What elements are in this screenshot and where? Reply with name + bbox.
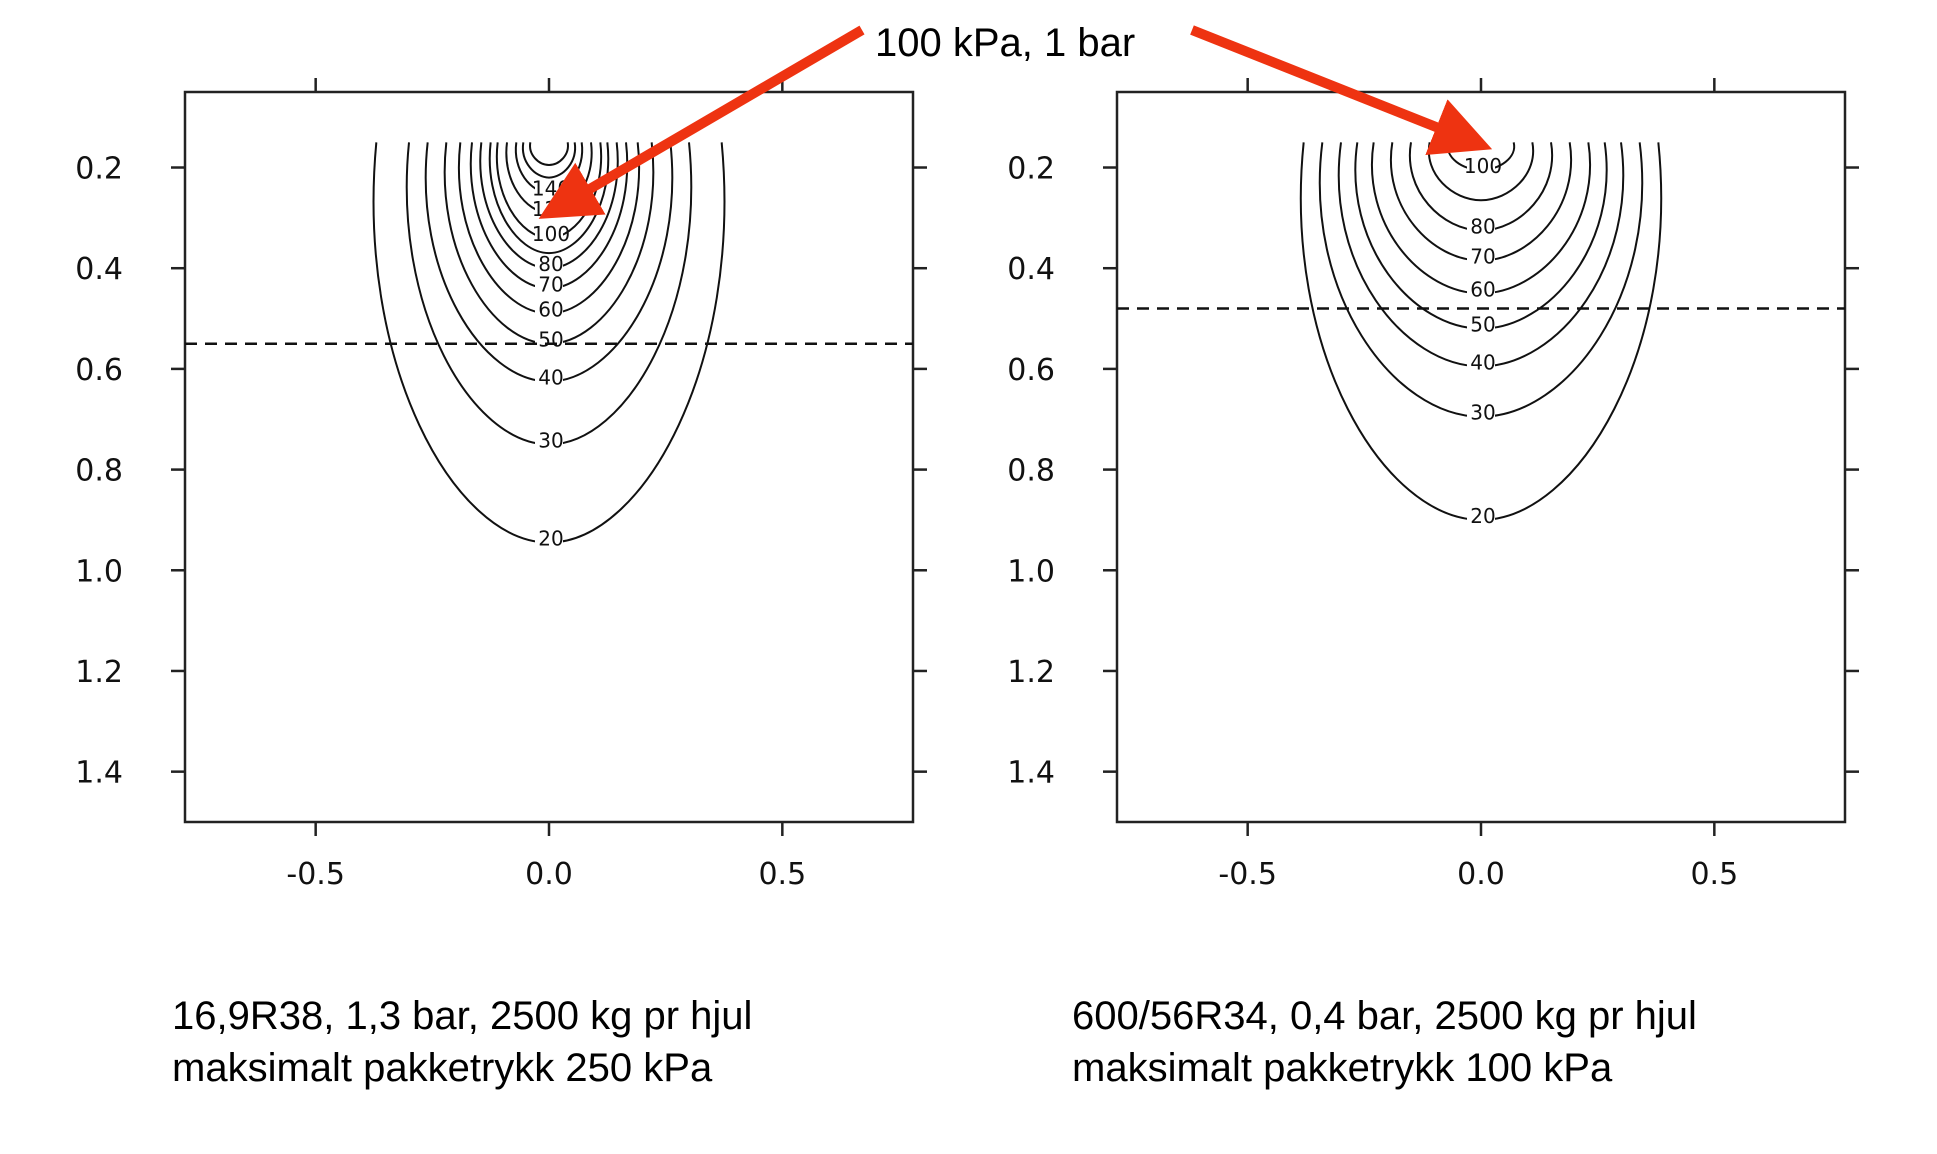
left-caption-line-1: 16,9R38, 1,3 bar, 2500 kg pr hjul <box>172 994 753 1038</box>
right-x-tick-label: 0.5 <box>1690 857 1738 892</box>
right-contour-label: 40 <box>1470 350 1495 374</box>
right-contour-chart: -0.5 0.0 0.5 0.2 0.4 0.6 0.8 1.0 1.2 1.4 20 30 40 50 6… <box>1007 78 1859 892</box>
left-contour-label-bg <box>535 275 563 296</box>
right-contour-label: 20 <box>1470 504 1495 528</box>
left-contour-label: 60 <box>538 298 563 322</box>
right-plot-frame <box>1115 90 1847 824</box>
right-contour-label-bg <box>1467 157 1495 178</box>
right-contour-label-bg <box>1467 506 1495 527</box>
left-contour-label-bg <box>535 368 563 389</box>
right-y-tick-label: 0.2 <box>1007 152 1055 187</box>
right-y-tick-label: 1.4 <box>1007 756 1055 791</box>
left-contour-label: 30 <box>538 428 563 452</box>
annotation-layer: 100 kPa, 1 bar <box>538 21 1493 219</box>
right-caption: 600/56R34, 0,4 bar, 2500 kg pr hjul maks… <box>1072 990 1697 1094</box>
right-x-tick-label: -0.5 <box>1218 857 1277 892</box>
left-caption: 16,9R38, 1,3 bar, 2500 kg pr hjul maksim… <box>172 990 752 1094</box>
right-contour-label-bg <box>1467 353 1495 374</box>
right-contour-label: 70 <box>1470 245 1495 269</box>
left-contour-label-bg <box>535 225 563 245</box>
left-contour-chart: -0.5 0.0 0.5 0.2 0.4 0.6 0.8 1.0 1.2 1.4 20 30 40 50 6… <box>75 78 927 892</box>
left-contour-label-bg <box>535 431 563 452</box>
left-x-tick-label: 0.5 <box>758 857 806 892</box>
left-y-tick-label: 0.6 <box>75 353 123 388</box>
right-contour-90 <box>1427 142 1535 202</box>
right-y-tick-label: 0.4 <box>1007 252 1055 287</box>
left-contour-label: 40 <box>538 365 563 389</box>
right-contour-label: 50 <box>1470 313 1495 337</box>
left-y-tick-label: 0.4 <box>75 252 123 287</box>
left-contour-label: 70 <box>538 272 563 296</box>
right-y-tick-label: 1.2 <box>1007 655 1055 690</box>
left-x-tick-label: -0.5 <box>286 857 345 892</box>
left-contour-label: 80 <box>538 252 563 276</box>
left-y-tick-label: 1.0 <box>75 554 123 589</box>
left-contour-label: 140 <box>532 177 570 201</box>
left-contour-label-bg <box>535 255 563 276</box>
right-y-tick-label: 1.0 <box>1007 554 1055 589</box>
left-y-tick-label: 0.8 <box>75 454 123 489</box>
left-y-tick-label: 1.4 <box>75 756 123 791</box>
right-contour-label-bg <box>1467 403 1495 424</box>
left-contour-label-bg <box>535 529 563 550</box>
right-contour-label: 30 <box>1470 401 1495 425</box>
left-y-tick-label: 0.2 <box>75 152 123 187</box>
right-caption-line-2: maksimalt pakketrykk 100 kPa <box>1072 1046 1613 1090</box>
left-contour-180 <box>529 142 569 167</box>
left-contour-label: 20 <box>538 527 563 551</box>
right-contour-label: 60 <box>1470 277 1495 301</box>
right-caption-line-1: 600/56R34, 0,4 bar, 2500 kg pr hjul <box>1072 994 1697 1038</box>
right-contour-label-bg <box>1467 247 1495 268</box>
left-caption-line-2: maksimalt pakketrykk 250 kPa <box>172 1046 713 1090</box>
right-y-tick-label: 0.8 <box>1007 454 1055 489</box>
right-contour-label: 100 <box>1464 154 1502 178</box>
right-contour-label: 80 <box>1470 214 1495 238</box>
left-contour-label: 50 <box>538 328 563 352</box>
left-contour-label-bg <box>535 300 563 321</box>
left-contour-label: 100 <box>532 222 570 246</box>
annotation-arrow-right <box>1190 25 1493 156</box>
right-contour-label-bg <box>1467 315 1495 336</box>
right-contour-label-bg <box>1467 217 1495 238</box>
annotation-arrow-left <box>538 25 865 219</box>
right-x-tick-label: 0.0 <box>1457 857 1505 892</box>
left-contour-label-bg <box>535 330 563 351</box>
left-x-tick-label: 0.0 <box>525 857 573 892</box>
left-y-tick-label: 1.2 <box>75 655 123 690</box>
right-contour-label-bg <box>1467 280 1495 301</box>
annotation-label: 100 kPa, 1 bar <box>875 21 1135 65</box>
right-y-tick-label: 0.6 <box>1007 353 1055 388</box>
